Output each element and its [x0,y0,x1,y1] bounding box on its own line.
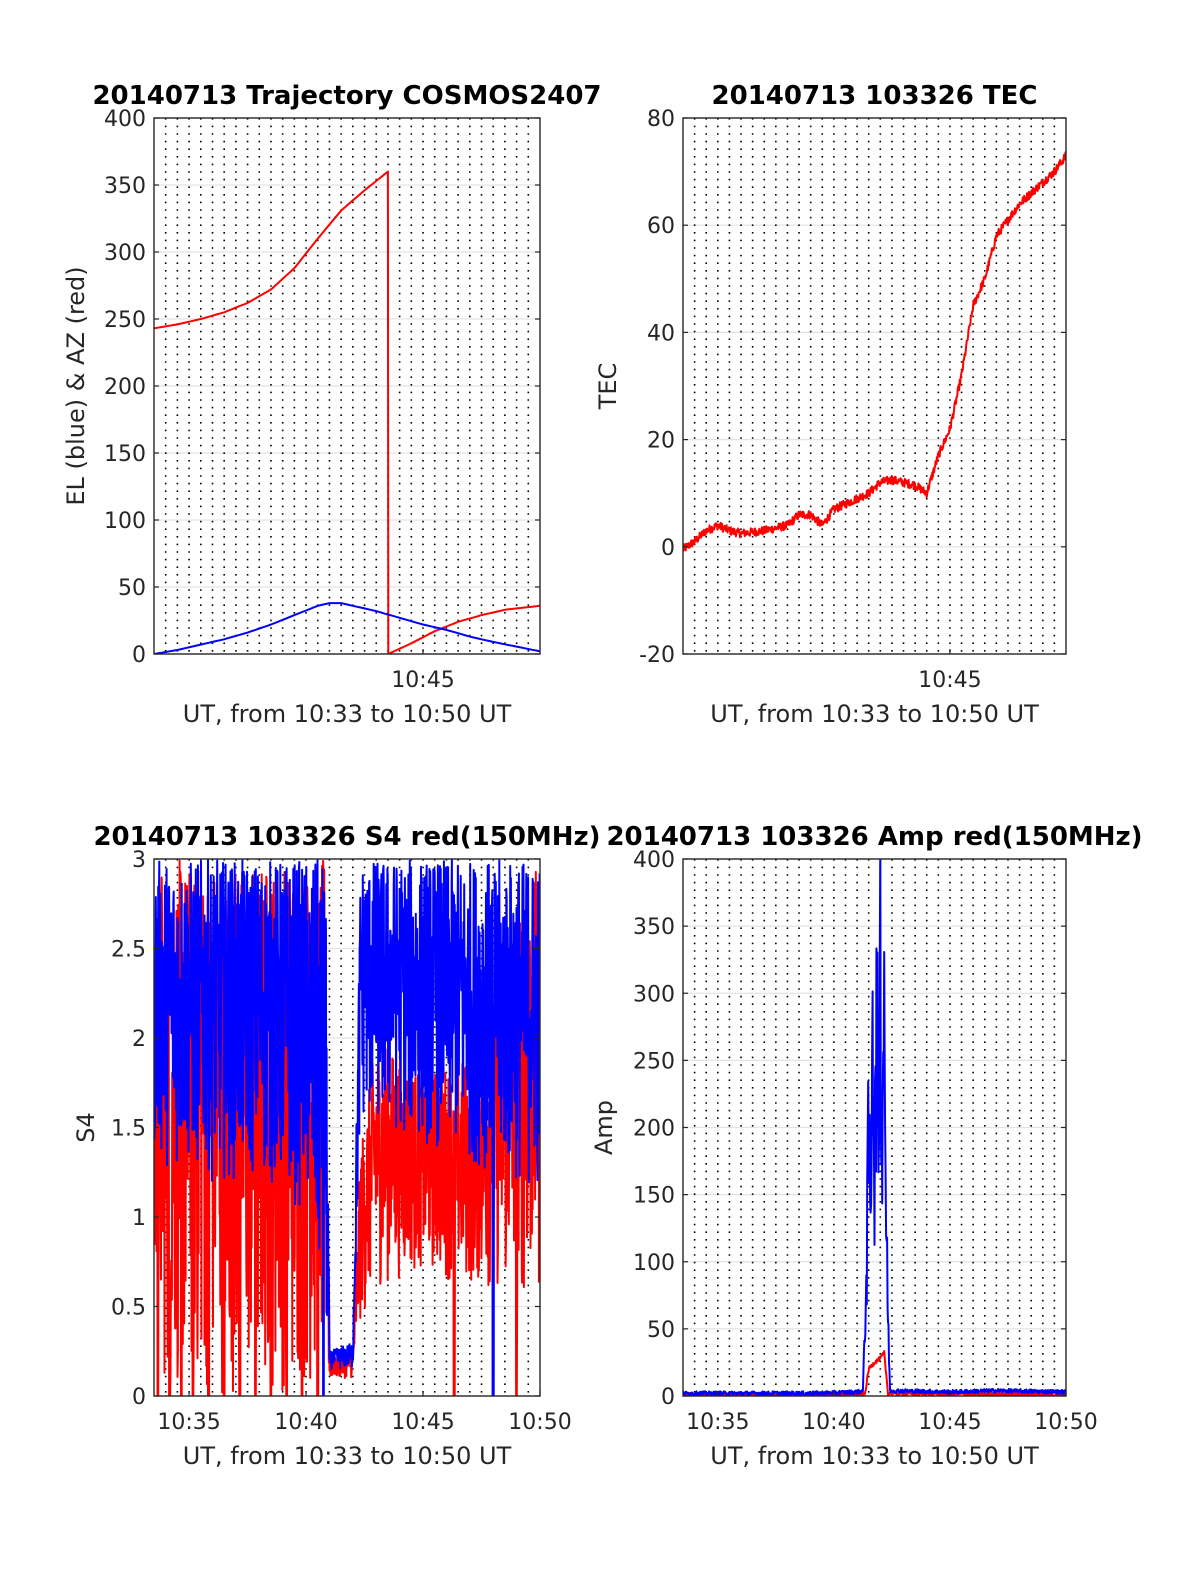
chart-panel-3: 0 0.5 1 1.5 2 2.5 3 10:35 10:40 10:45 10:50 2014071… [72,822,601,1470]
y-tick-label: 250 [104,308,146,333]
x-tick-label: 10:40 [274,1410,337,1435]
x-tick-label: 10:40 [802,1410,865,1435]
y-tick-label: 50 [118,576,146,601]
y-tick-label: 0 [661,1385,675,1410]
y-tick-label: 60 [647,214,675,239]
series-line-az [154,170,540,654]
y-axis-label: EL (blue) & AZ (red) [62,266,90,505]
y-tick-label: 2.5 [111,938,146,963]
x-tick-label: 10:45 [918,668,981,693]
y-tick-label: 300 [633,982,675,1007]
y-axis-label: S4 [72,1112,100,1143]
x-tick-label: 10:45 [391,668,454,693]
y-tick-label: 350 [104,174,146,199]
x-tick-label: 10:45 [918,1410,981,1435]
y-tick-label: 0 [132,643,146,668]
y-tick-label: 80 [647,107,675,132]
plot-area [154,170,540,654]
series-line-s4-blue [154,859,540,1396]
y-tick-label: 200 [633,1117,675,1142]
y-axis-label: Amp [590,1100,618,1155]
y-tick-label: 3 [132,848,146,873]
x-tick-label: 10:50 [508,1410,571,1435]
axes-frame [682,117,1067,655]
y-tick-label: 150 [633,1184,675,1209]
y-tick-label: 20 [647,429,675,454]
chart-title: 20140713 103326 TEC [712,81,1038,111]
plot-area [154,859,540,1396]
y-tick-label: 150 [104,442,146,467]
y-tick-label: 50 [647,1318,675,1343]
plot-area [683,151,1066,552]
x-tick-label: 10:35 [157,1410,220,1435]
y-tick-label: 250 [633,1049,675,1074]
y-tick-label: 0 [661,536,675,561]
x-tick-label: 10:35 [686,1410,749,1435]
y-tick-label: -20 [639,643,675,668]
chart-panel-1: 0 50 100 150 200 250 300 350 400 10:45 20140713 Tr… [62,81,602,728]
y-tick-label: 300 [104,241,146,266]
chart-title: 20140713 103326 S4 red(150MHz) [93,822,600,852]
y-tick-label: 350 [633,915,675,940]
chart-panel-4: 0 50 100 150 200 250 300 350 400 10:35 10:40 10:45 1… [590,822,1143,1470]
y-tick-label: 400 [104,107,146,132]
x-axis-label: UT, from 10:33 to 10:50 UT [183,700,512,728]
series-line-tec [683,151,1066,552]
series-line-el [154,602,540,654]
y-tick-label: 100 [633,1251,675,1276]
y-tick-label: 400 [633,848,675,873]
y-tick-label: 1.5 [111,1117,146,1142]
y-tick-label: 0 [132,1385,146,1410]
x-axis-label: UT, from 10:33 to 10:50 UT [710,700,1039,728]
y-tick-label: 0.5 [111,1296,146,1321]
series-line-amp-blue [683,859,1066,1396]
plot-area [683,859,1066,1396]
y-tick-label: 1 [132,1206,146,1231]
chart-title: 20140713 Trajectory COSMOS2407 [92,81,601,111]
y-tick-label: 2 [132,1027,146,1052]
y-tick-label: 200 [104,375,146,400]
y-tick-label: 100 [104,509,146,534]
chart-panel-2: -20 0 20 40 60 80 10:45 20140713 103326 TEC UT, … [594,81,1067,728]
y-axis-label: TEC [594,363,622,411]
x-tick-label: 10:50 [1034,1410,1097,1435]
x-axis-label: UT, from 10:33 to 10:50 UT [183,1442,512,1470]
y-tick-label: 40 [647,321,675,346]
x-axis-label: UT, from 10:33 to 10:50 UT [710,1442,1039,1470]
chart-title: 20140713 103326 Amp red(150MHz) [606,822,1142,852]
x-tick-label: 10:45 [391,1410,454,1435]
